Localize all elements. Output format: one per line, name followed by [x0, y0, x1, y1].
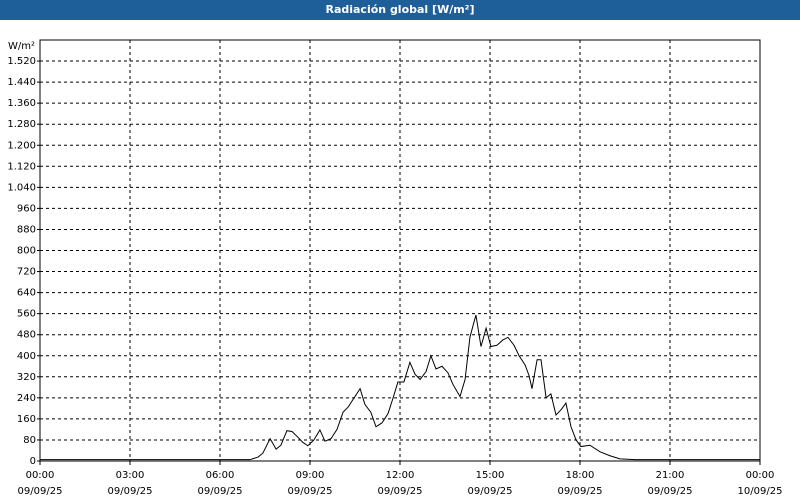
y-tick-label: 1.280: [7, 119, 36, 130]
x-tick-date: 09/09/25: [468, 486, 513, 497]
x-tick-label: 21:00: [656, 470, 685, 481]
y-tick-label: 0: [30, 456, 36, 467]
x-tick-date: 09/09/25: [18, 486, 63, 497]
x-tick-label: 03:00: [116, 470, 145, 481]
y-tick-label: 880: [17, 224, 36, 235]
x-tick-label: 15:00: [476, 470, 505, 481]
y-tick-label: 560: [17, 309, 36, 320]
y-tick-label: 1.120: [7, 161, 36, 172]
x-tick-label: 18:00: [566, 470, 595, 481]
y-tick-label: 80: [23, 435, 36, 446]
x-tick-date: 09/09/25: [288, 486, 333, 497]
y-unit: W/m²: [8, 41, 35, 52]
x-tick-date: 09/09/25: [108, 486, 153, 497]
plot-border: [39, 39, 761, 462]
y-tick-label: 480: [17, 330, 36, 341]
y-tick-label: 400: [17, 351, 36, 362]
data-line: [40, 314, 760, 461]
y-tick-label: 240: [17, 393, 36, 404]
y-tick-label: 1.360: [7, 98, 36, 109]
y-tick-label: 320: [17, 372, 36, 383]
y-tick-label: 1.200: [7, 140, 36, 151]
y-tick-label: 800: [17, 246, 36, 257]
x-tick-label: 06:00: [206, 470, 235, 481]
x-tick-date: 09/09/25: [558, 486, 603, 497]
x-tick-date: 09/09/25: [648, 486, 693, 497]
x-tick-label: 12:00: [386, 470, 415, 481]
y-tick-label: 640: [17, 288, 36, 299]
y-tick-label: 1.040: [7, 182, 36, 193]
y-tick-label: 1.520: [7, 56, 36, 67]
y-tick-label: 960: [17, 203, 36, 214]
x-tick-label: 09:00: [296, 470, 325, 481]
x-tick-label: 00:00: [746, 470, 775, 481]
y-tick-label: 1.440: [7, 77, 36, 88]
y-tick-label: 720: [17, 267, 36, 278]
x-tick-date: 09/09/25: [198, 486, 243, 497]
y-tick-label: 160: [17, 414, 36, 425]
x-tick-date: 10/09/25: [738, 486, 783, 497]
title-bar: [0, 0, 800, 20]
x-tick-label: 00:00: [26, 470, 55, 481]
x-tick-date: 09/09/25: [378, 486, 423, 497]
chart-title: Radiación global [W/m²]: [325, 3, 474, 16]
